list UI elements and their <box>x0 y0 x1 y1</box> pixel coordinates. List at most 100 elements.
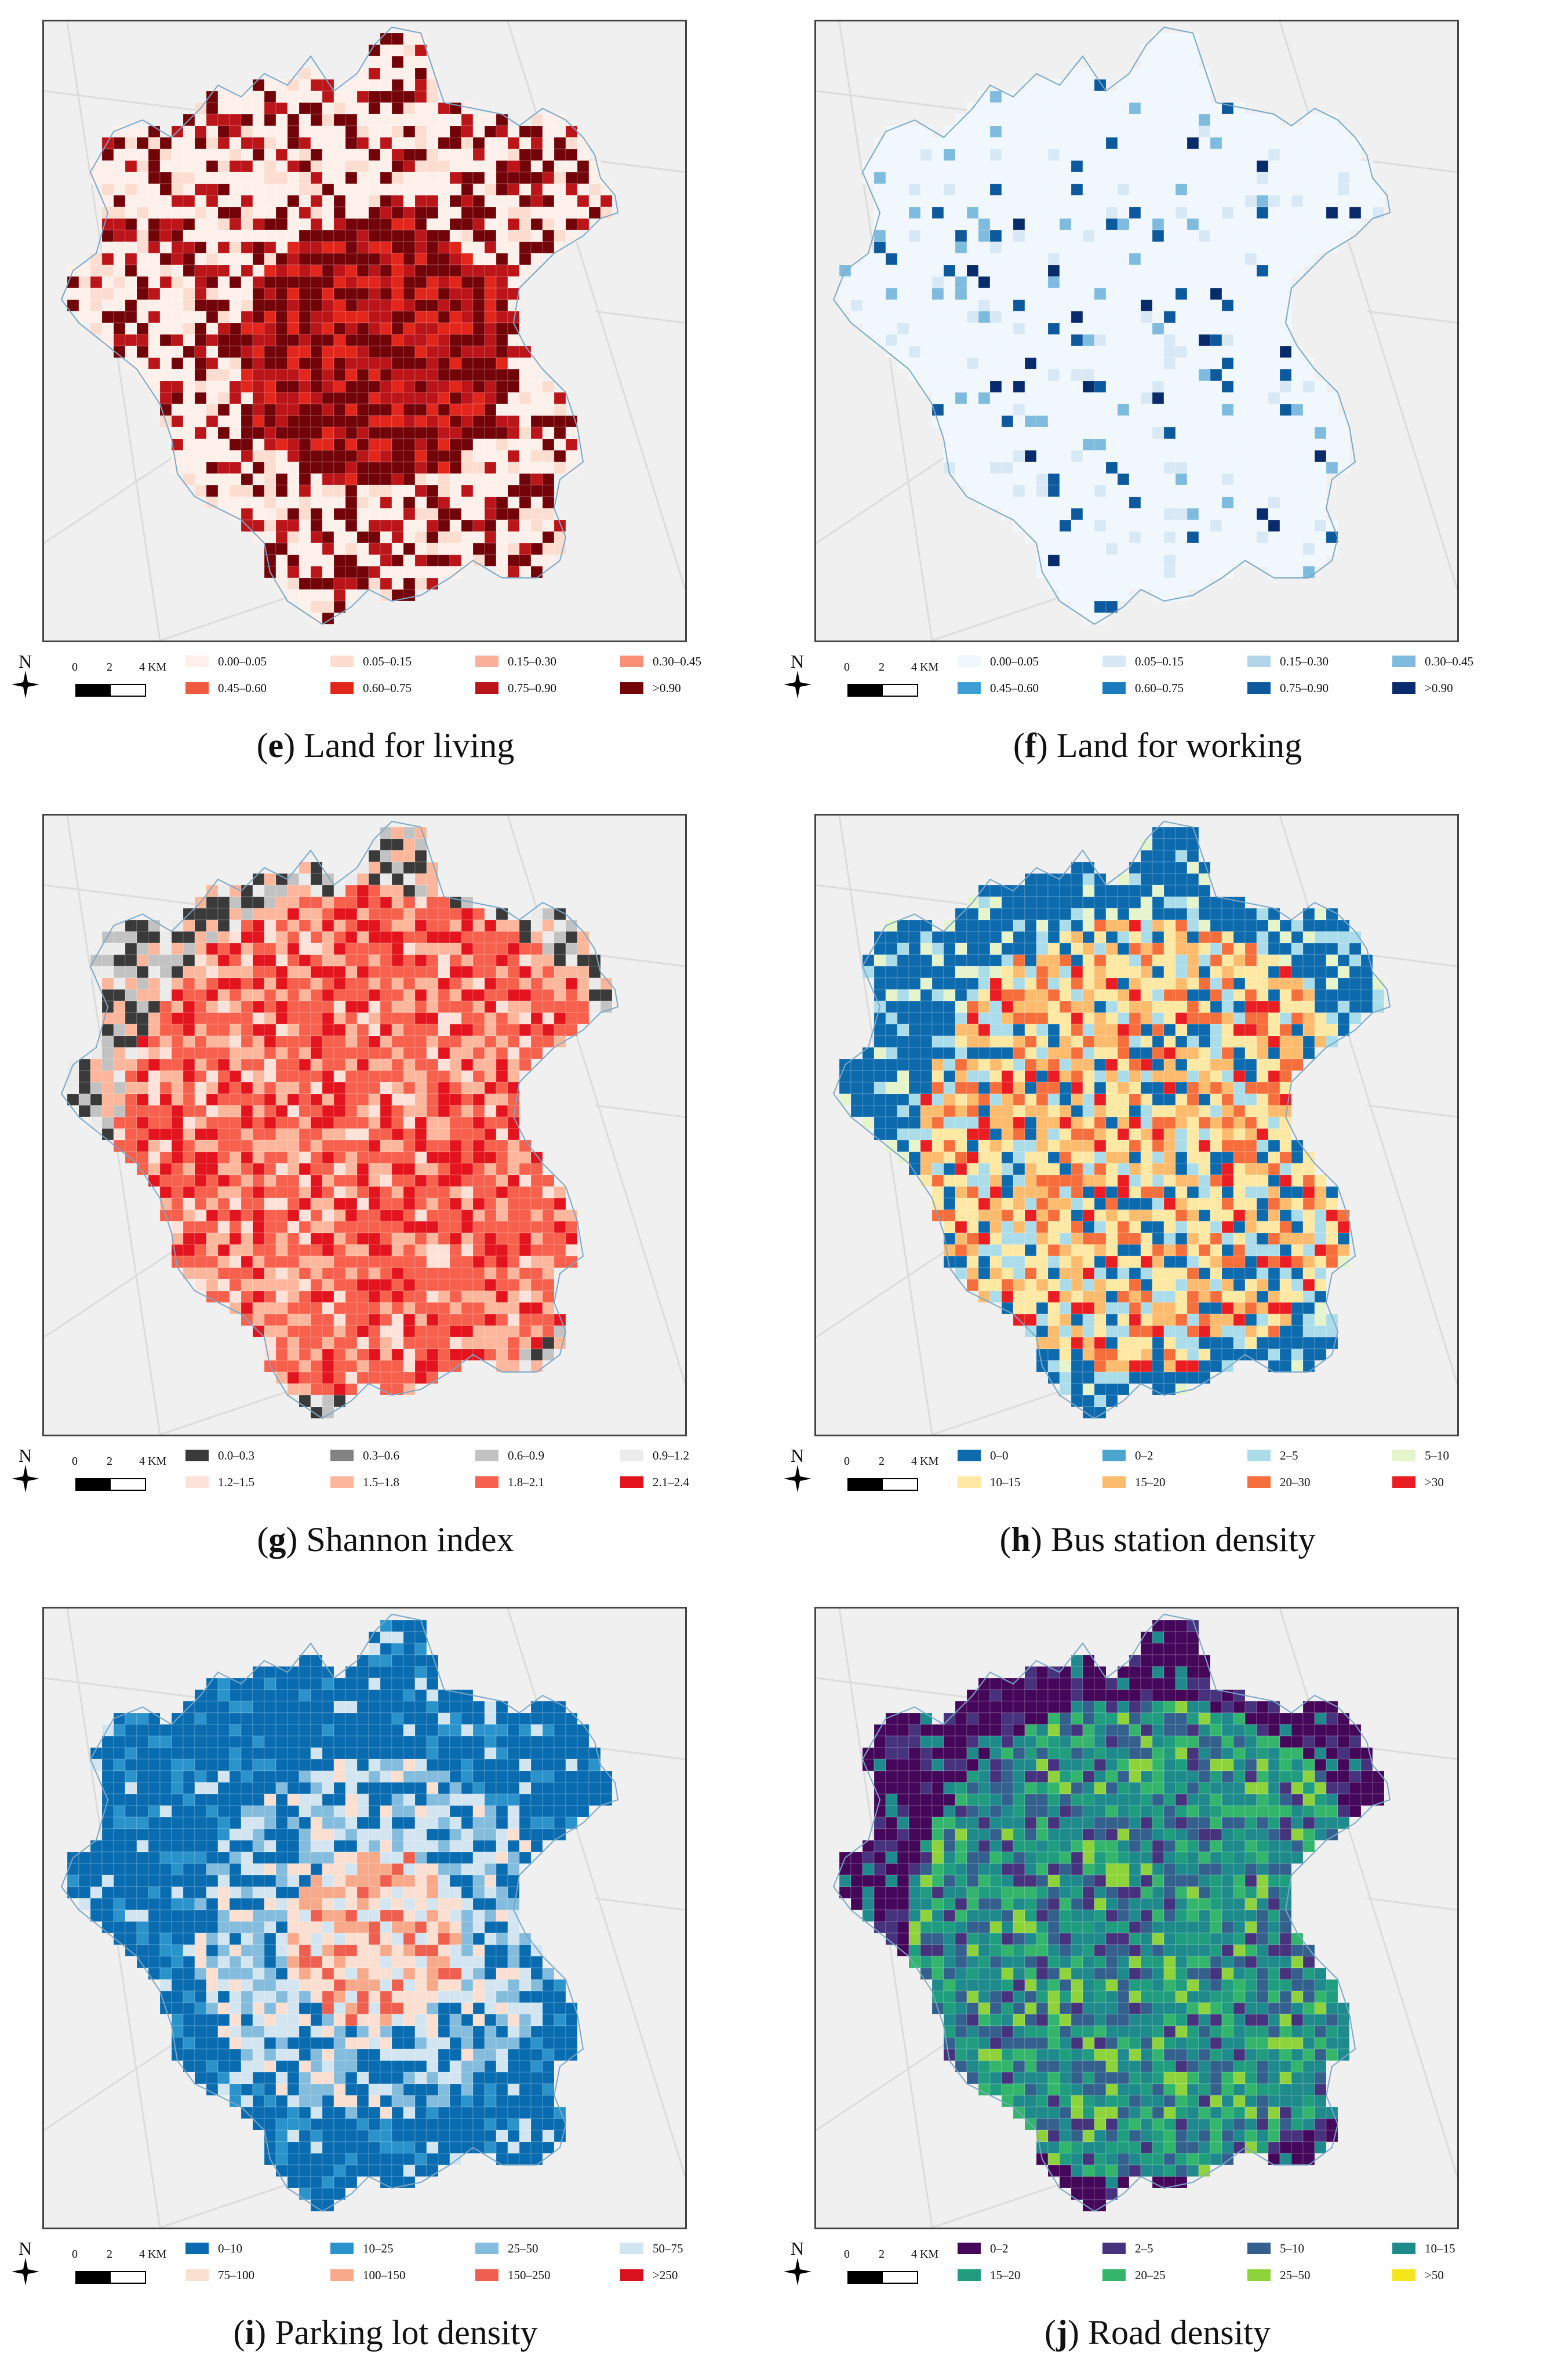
legend-item: 1.2–1.5 <box>185 1475 254 1490</box>
legend-label: 1.5–1.8 <box>363 1475 399 1489</box>
legend-swatch <box>958 1450 981 1461</box>
panel-letter: i <box>245 2313 255 2352</box>
scale-tick-2: 2 <box>107 1455 112 1468</box>
legend-label: 0.60–0.75 <box>363 680 412 695</box>
legend-swatch <box>1392 2243 1415 2254</box>
legend-label: 0.30–0.45 <box>653 654 701 668</box>
legend-label: 0–10 <box>218 2241 242 2255</box>
legend-item: 50–75 <box>620 2241 683 2256</box>
scale-bar: 0 2 4 KM <box>840 2248 968 2284</box>
choropleth-map <box>44 21 685 641</box>
scale-tick-0: 0 <box>844 661 850 674</box>
legend-label: 0.3–0.6 <box>363 1448 399 1462</box>
legend-item: 2.1–2.4 <box>620 1475 689 1490</box>
legend-label: 0.9–1.2 <box>653 1448 689 1462</box>
legend-swatch <box>958 682 981 694</box>
legend-item: 25–50 <box>475 2241 538 2256</box>
map-frame <box>814 20 1459 642</box>
north-label: N <box>791 651 805 672</box>
panel-title: Land for working <box>1056 726 1302 765</box>
north-arrow: N <box>784 2238 813 2286</box>
panel-j: N 0 2 4 KM 0–2 2–5 5–10 10–15 15–20 20–25 25–50 >… <box>772 1587 1543 2380</box>
legend-label: 0.00–0.05 <box>990 654 1039 668</box>
legend-swatch <box>185 2269 209 2281</box>
legend-label: >30 <box>1425 1475 1444 1489</box>
legend: 0.00–0.05 0.05–0.15 0.15–0.30 0.30–0.45 0.45… <box>185 654 765 700</box>
legend-item: 20–25 <box>1102 2268 1166 2283</box>
legend-item: 15–20 <box>1102 1475 1166 1490</box>
scale-bar: 0 2 4 KM <box>68 1455 196 1491</box>
scale-tick-2: 2 <box>879 1455 885 1468</box>
legend-swatch <box>475 2243 498 2254</box>
legend-item: 100–150 <box>330 2268 406 2283</box>
legend-swatch <box>185 682 209 694</box>
legend-item: 150–250 <box>475 2268 551 2283</box>
legend-item: 2–5 <box>1247 1448 1298 1463</box>
scale-tick-2: 2 <box>879 2248 885 2261</box>
legend-label: 0.05–0.15 <box>363 654 412 668</box>
legend-item: 0.75–0.90 <box>1247 680 1329 696</box>
north-label: N <box>19 1445 32 1466</box>
panel-letter: h <box>1011 1520 1031 1559</box>
legend-swatch <box>1102 1476 1126 1488</box>
panel-caption: (f) Land for working <box>1013 726 1302 765</box>
scale-bar: 0 2 4 KM <box>840 1455 968 1491</box>
legend-item: 0.45–0.60 <box>185 680 267 696</box>
panel-letter: e <box>268 726 284 765</box>
north-arrow: N <box>12 651 41 698</box>
legend-swatch <box>1247 1476 1271 1488</box>
map-frame <box>814 1607 1459 2229</box>
choropleth-map <box>44 816 685 1435</box>
legend-item: 0.9–1.2 <box>620 1448 689 1463</box>
scale-bar: 0 2 4 KM <box>840 661 968 697</box>
panel-letter: j <box>1056 2313 1068 2352</box>
legend-swatch <box>958 2269 981 2281</box>
map-frame <box>42 814 687 1436</box>
scale-tick-0: 0 <box>72 2248 78 2261</box>
legend-item: >30 <box>1392 1475 1444 1490</box>
scale-tick-0: 0 <box>72 661 78 674</box>
legend-label: 15–20 <box>1135 1475 1166 1489</box>
legend-swatch <box>958 2243 981 2254</box>
scale-bar-graphic <box>75 1478 146 1491</box>
legend-swatch <box>620 1476 643 1488</box>
scale-bar-graphic <box>847 684 918 697</box>
legend-item: 0.05–0.15 <box>330 654 412 669</box>
scale-tick-2: 2 <box>107 2248 112 2261</box>
legend-item: 5–10 <box>1392 1448 1449 1463</box>
legend-label: 20–25 <box>1135 2268 1166 2282</box>
map-frame <box>814 814 1459 1436</box>
legend-swatch <box>475 656 498 667</box>
legend-swatch <box>330 1476 354 1488</box>
legend-swatch <box>1102 2269 1126 2281</box>
legend-swatch <box>620 656 643 667</box>
scale-bar: 0 2 4 KM <box>68 2248 196 2284</box>
legend-swatch <box>958 656 981 667</box>
legend-item: 0.60–0.75 <box>1102 680 1184 696</box>
choropleth-map <box>816 816 1457 1435</box>
legend-swatch <box>1102 682 1126 694</box>
legend-item: 0.75–0.90 <box>475 680 556 696</box>
legend-item: 10–15 <box>958 1475 1021 1490</box>
legend-label: 0.15–0.30 <box>1280 654 1329 668</box>
panel-e: N 0 2 4 KM 0.00–0.05 0.05–0.15 0.15–0.30 0.30… <box>0 0 771 793</box>
scale-tick-4: 4 KM <box>139 661 167 674</box>
legend-item: 75–100 <box>185 2268 254 2283</box>
choropleth-map <box>44 1608 685 2228</box>
legend-swatch <box>475 1450 498 1461</box>
panel-title: Land for living <box>304 726 515 765</box>
legend-item: 0.45–0.60 <box>958 680 1039 696</box>
legend-swatch <box>330 1450 354 1461</box>
legend-label: >0.90 <box>653 680 681 695</box>
legend-label: 0.45–0.60 <box>218 680 267 695</box>
compass-icon <box>784 2258 811 2286</box>
legend-label: 2–5 <box>1135 2241 1153 2255</box>
legend-swatch <box>1247 1450 1271 1461</box>
legend-label: 20–30 <box>1280 1475 1311 1489</box>
panel-g: N 0 2 4 KM 0.0–0.3 0.3–0.6 0.6–0.9 0.9–1.2 1.2… <box>0 794 771 1587</box>
panel-letter: f <box>1024 726 1036 765</box>
legend-label: 0.30–0.45 <box>1425 654 1473 668</box>
legend-label: 15–20 <box>990 2268 1021 2282</box>
panel-letter: g <box>268 1520 286 1559</box>
scale-tick-2: 2 <box>879 661 885 674</box>
